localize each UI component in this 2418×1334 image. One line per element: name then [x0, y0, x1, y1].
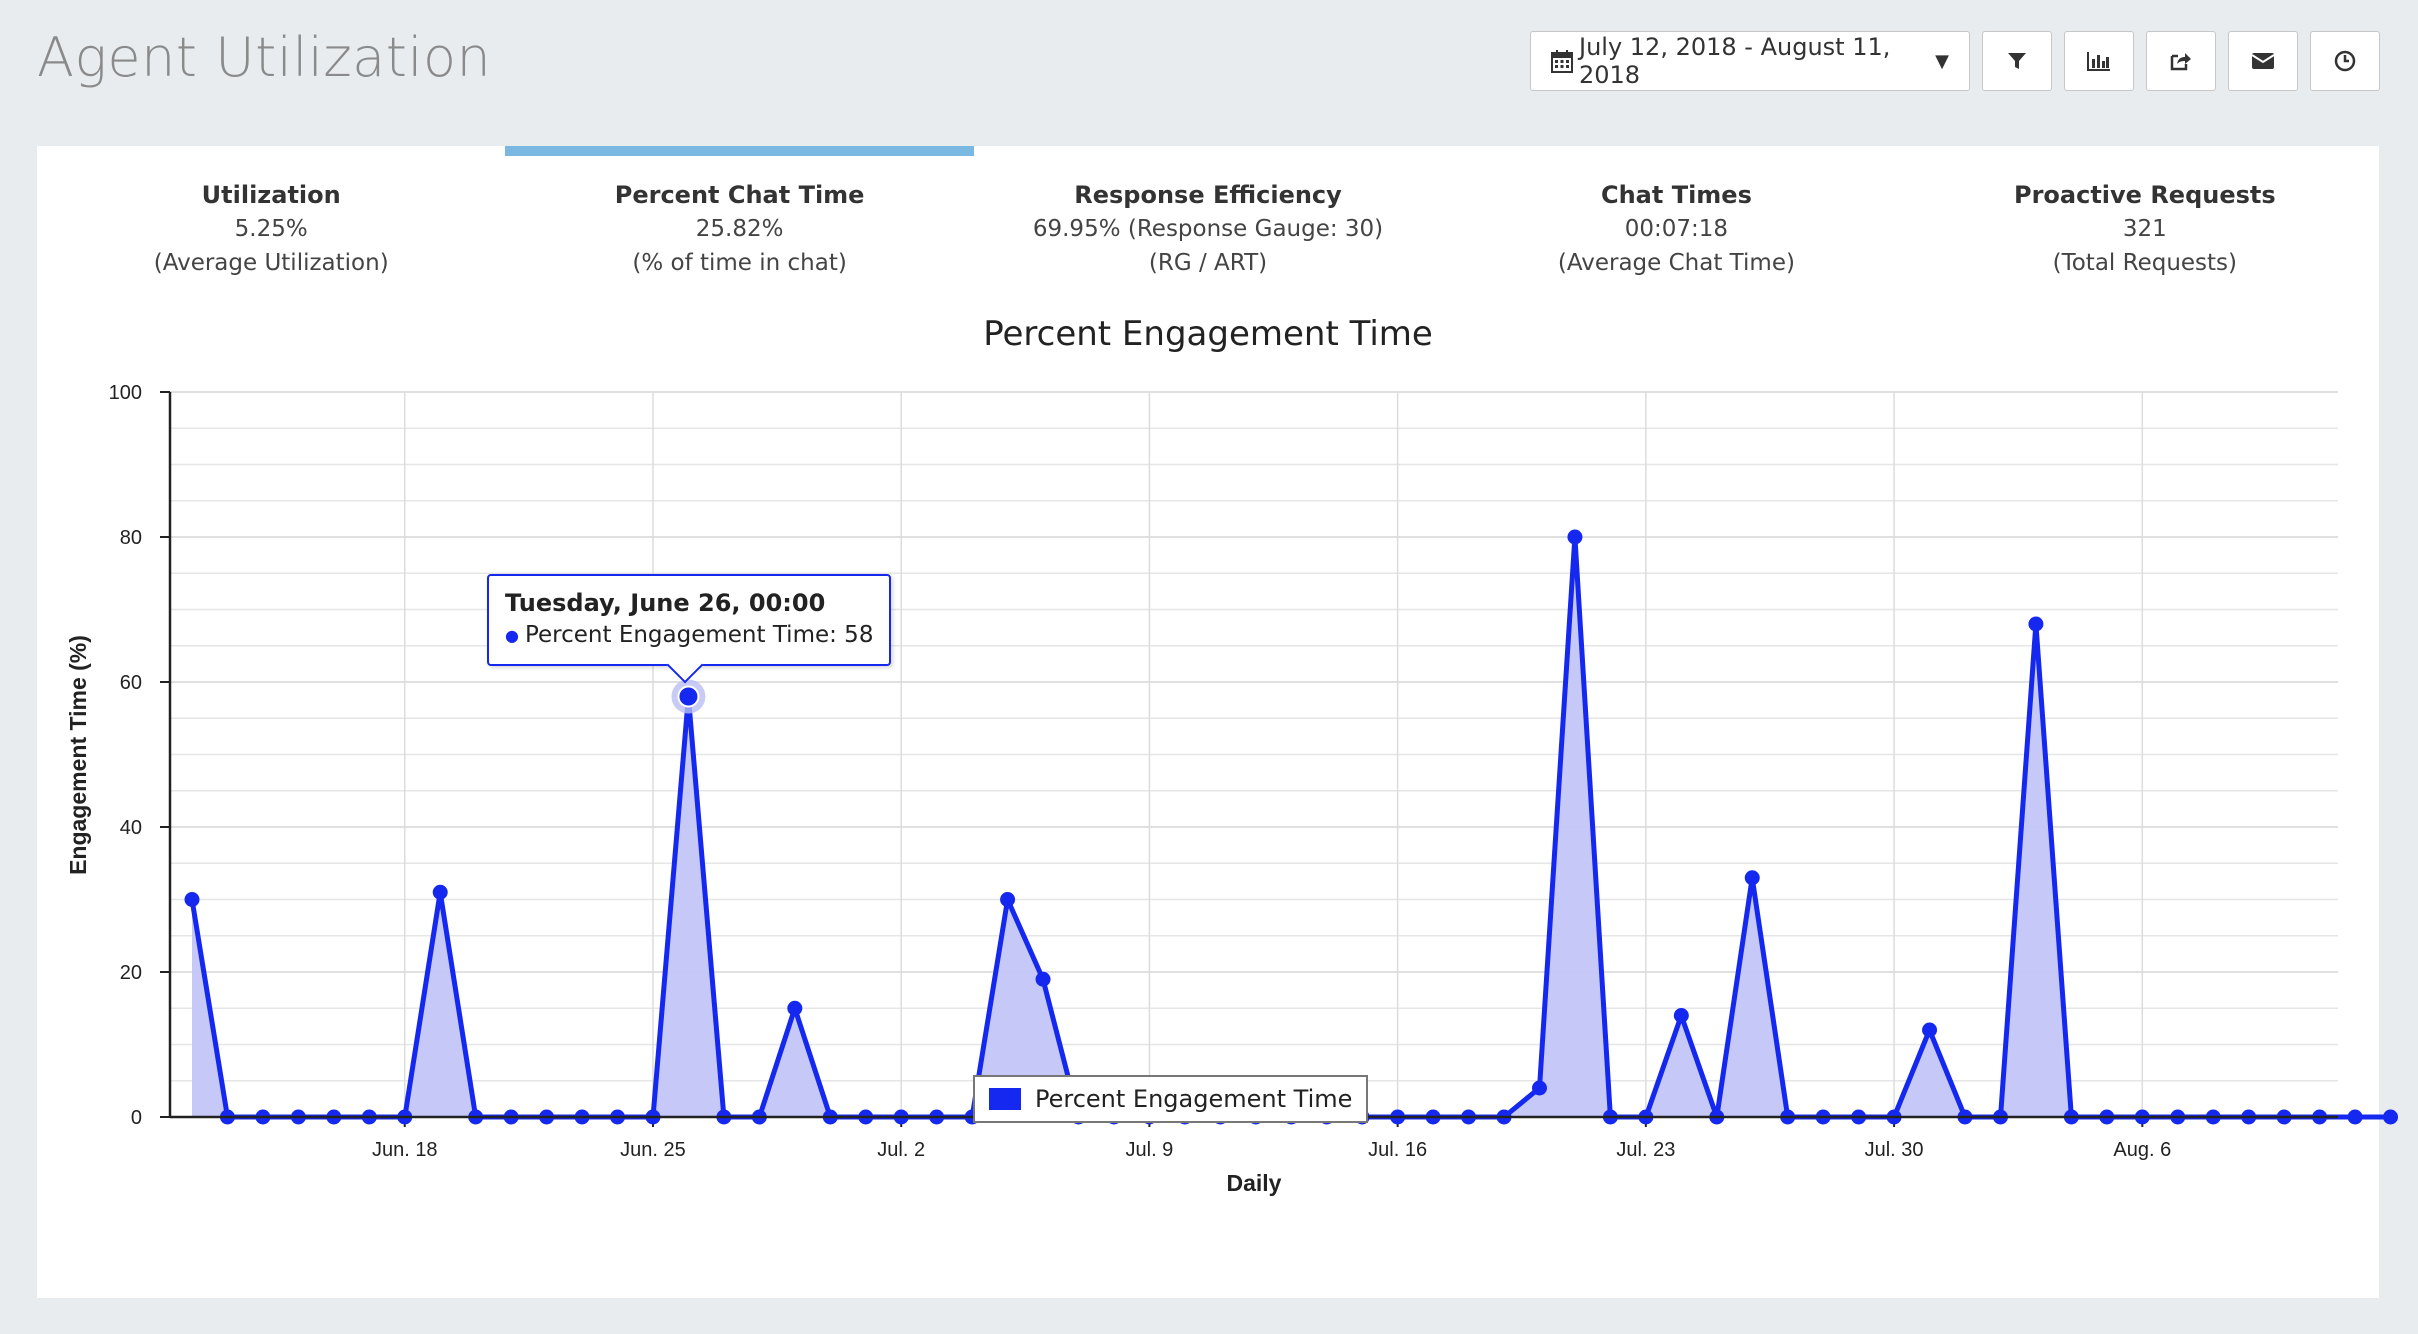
data-point[interactable] — [1922, 1022, 1938, 1038]
tab-description: (RG / ART) — [1148, 250, 1268, 276]
tab-label: Percent Chat Time — [614, 181, 865, 209]
date-range-button[interactable]: July 12, 2018 - August 11, 2018 ▼ — [1530, 31, 1970, 91]
x-tick-label: Jul. 2 — [877, 1139, 925, 1161]
x-tick-label: Jun. 25 — [620, 1139, 686, 1161]
x-axis-label: Daily — [1227, 1170, 1282, 1196]
data-point[interactable] — [1567, 529, 1583, 545]
y-tick-label: 20 — [120, 962, 142, 984]
y-tick-label: 100 — [109, 382, 142, 404]
data-point[interactable] — [1531, 1080, 1547, 1096]
y-axis-ticks: 0 20 40 60 80 100 — [109, 382, 170, 1129]
data-point[interactable] — [184, 892, 200, 907]
data-point[interactable] — [677, 685, 700, 708]
tab-label: Chat Times — [1600, 181, 1752, 209]
tab-description: (Total Requests) — [2052, 250, 2238, 276]
filter-icon — [2007, 51, 2027, 71]
tab-value: 321 — [2122, 216, 2167, 242]
history-button[interactable] — [2310, 31, 2380, 91]
share-button[interactable] — [2146, 31, 2216, 91]
legend-label: Percent Engagement Time — [1035, 1085, 1353, 1113]
tab-proactive-requests[interactable]: Proactive Requests 321 (Total Requests) — [1911, 146, 2379, 296]
tab-response-efficiency[interactable]: Response Efficiency 69.95% (Response Gau… — [974, 146, 1442, 296]
page-title: Agent Utilization — [37, 26, 492, 89]
data-point[interactable] — [2347, 1109, 2363, 1125]
tooltip-value: Percent Engagement Time: 58 — [524, 622, 874, 648]
tab-description: (Average Chat Time) — [1557, 250, 1795, 276]
x-axis-ticks: Jun. 18 Jun. 25 Jul. 2 Jul. 9 Jul. 16 Jul. 23… — [372, 1117, 2171, 1161]
date-range-label: July 12, 2018 - August 11, 2018 — [1579, 33, 1891, 89]
tab-value: 5.25% — [234, 216, 308, 242]
metric-tabs: Utilization 5.25% (Average Utilization) … — [37, 146, 2379, 296]
y-tick-label: 80 — [120, 527, 142, 549]
calendar-icon — [1551, 49, 1573, 73]
tab-value: 69.95% (Response Gauge: 30) — [1032, 216, 1384, 242]
tab-description: (Average Utilization) — [153, 250, 389, 276]
data-point[interactable] — [2383, 1109, 2399, 1125]
data-point[interactable] — [1035, 971, 1051, 987]
chart-type-button[interactable] — [2064, 31, 2134, 91]
tab-description: (% of time in chat) — [632, 250, 847, 276]
email-button[interactable] — [2228, 31, 2298, 91]
tooltip-line: ● Percent Engagement Time: 58 — [505, 620, 875, 651]
tab-value: 00:07:18 — [1624, 216, 1729, 242]
x-tick-label: Jun. 18 — [372, 1139, 438, 1161]
bar-chart-icon — [2087, 51, 2111, 71]
toolbar: July 12, 2018 - August 11, 2018 ▼ — [1530, 31, 2380, 91]
legend-swatch — [989, 1088, 1021, 1110]
tab-percent-chat-time[interactable]: Percent Chat Time 25.82% (% of time in c… — [505, 146, 975, 296]
data-point[interactable] — [787, 1000, 803, 1016]
data-point[interactable] — [1673, 1008, 1689, 1023]
share-icon — [2170, 51, 2192, 71]
x-tick-label: Jul. 9 — [1126, 1139, 1174, 1161]
tab-label: Response Efficiency — [1074, 181, 1342, 209]
tab-utilization[interactable]: Utilization 5.25% (Average Utilization) — [37, 146, 505, 296]
tooltip-title: Tuesday, June 26, 00:00 — [505, 589, 826, 617]
chart-title: Percent Engagement Time — [983, 314, 1433, 354]
chart-tooltip: Tuesday, June 26, 00:00 ● Percent Engagem… — [487, 574, 891, 684]
x-tick-label: Jul. 16 — [1368, 1139, 1427, 1161]
y-tick-label: 0 — [131, 1107, 142, 1129]
tab-value: 25.82% — [695, 216, 784, 242]
tab-label: Proactive Requests — [2014, 181, 2276, 209]
x-tick-label: Jul. 30 — [1865, 1139, 1924, 1161]
tab-chat-times[interactable]: Chat Times 00:07:18 (Average Chat Time) — [1442, 146, 1910, 296]
chart-legend[interactable]: Percent Engagement Time — [973, 1075, 1369, 1123]
series-dot-icon: ● — [505, 625, 519, 645]
x-tick-label: Jul. 23 — [1616, 1139, 1675, 1161]
clock-icon — [2334, 50, 2356, 72]
x-tick-label: Aug. 6 — [2113, 1139, 2171, 1161]
filter-button[interactable] — [1982, 31, 2052, 91]
data-point[interactable] — [1744, 870, 1760, 886]
data-point[interactable] — [2028, 616, 2044, 632]
data-point[interactable] — [1000, 892, 1016, 907]
y-tick-label: 60 — [120, 672, 142, 694]
envelope-icon — [2251, 52, 2275, 70]
tab-label: Utilization — [201, 181, 341, 209]
y-tick-label: 40 — [120, 817, 142, 839]
data-point[interactable] — [432, 884, 448, 900]
caret-down-icon: ▼ — [1935, 50, 1949, 72]
y-axis-label: Engagement Time (%) — [65, 635, 91, 875]
